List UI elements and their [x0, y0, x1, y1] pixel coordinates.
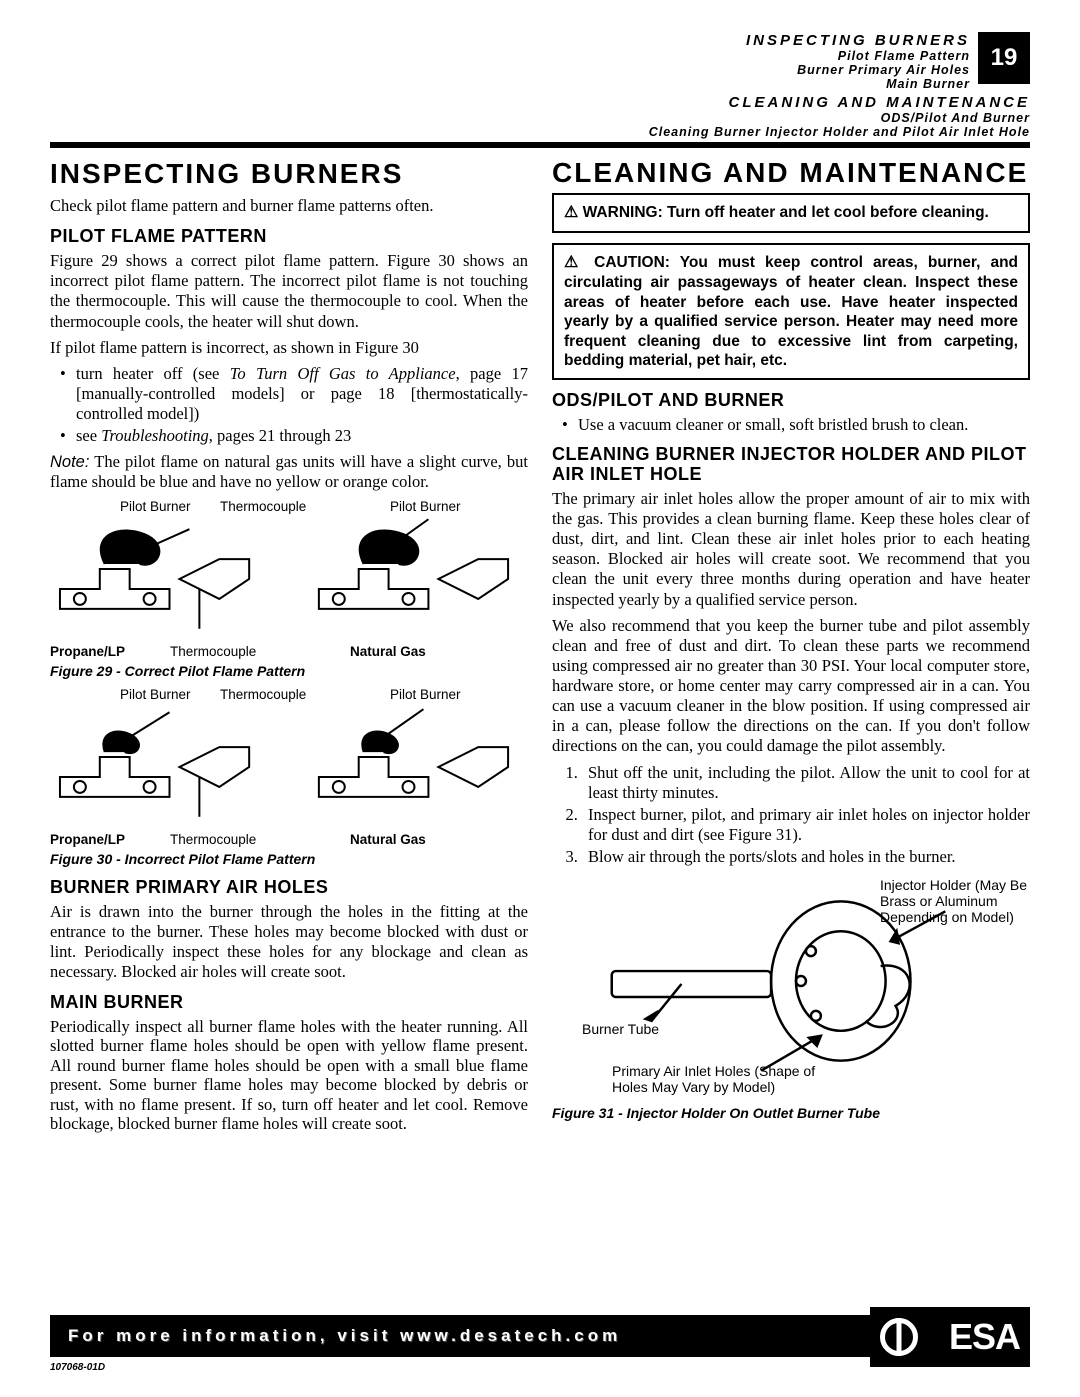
diagram-label: Pilot Burner [390, 687, 461, 702]
section-title-inspecting: INSPECTING BURNERS [50, 158, 528, 190]
subheading-pilot-flame: PILOT FLAME PATTERN [50, 226, 528, 247]
header-section1-title: INSPECTING BURNERS [746, 32, 970, 49]
left-column: INSPECTING BURNERS Check pilot flame pat… [50, 158, 528, 1307]
header-item: Burner Primary Air Holes [746, 63, 970, 77]
logo-text: ESA [949, 1316, 1020, 1358]
bullet-item: see Troubleshooting, pages 21 through 23 [64, 426, 528, 446]
header-item: Cleaning Burner Injector Holder and Pilo… [649, 125, 1030, 139]
paragraph: We also recommend that you keep the burn… [552, 616, 1030, 757]
figure-31-diagram: Injector Holder (May Be Brass or Aluminu… [552, 871, 1030, 1101]
diagram-label: Pilot Burner [390, 499, 461, 514]
logo-icon [880, 1318, 918, 1356]
section-title-cleaning: CLEANING AND MAINTENANCE [552, 158, 1030, 187]
step-item: Blow air through the ports/slots and hol… [582, 847, 1030, 867]
diagram-label: Thermocouple [220, 499, 306, 514]
page-number: 19 [978, 32, 1030, 84]
header-item: Main Burner [746, 77, 970, 91]
figure-29-caption: Figure 29 - Correct Pilot Flame Pattern [50, 663, 528, 679]
diagram-label: Pilot Burner [120, 499, 191, 514]
figure-31-caption: Figure 31 - Injector Holder On Outlet Bu… [552, 1105, 1030, 1121]
bullet-item: turn heater off (see To Turn Off Gas to … [64, 364, 528, 424]
paragraph: Air is drawn into the burner through the… [50, 902, 528, 983]
diagram-label: Injector Holder (May Be Brass or Aluminu… [880, 877, 1030, 925]
diagram-label: Thermocouple [220, 687, 306, 702]
diagram-label: Pilot Burner [120, 687, 191, 702]
caution-box: ⚠ CAUTION: You must keep control areas, … [552, 243, 1030, 380]
header-rule [50, 142, 1030, 148]
right-column: CLEANING AND MAINTENANCE ⚠ WARNING: Turn… [552, 158, 1030, 1307]
diagram-label: Thermocouple [170, 832, 256, 847]
diagram-label: Primary Air Inlet Holes (Shape of Holes … [612, 1063, 832, 1095]
header-section2-title: CLEANING AND MAINTENANCE [649, 94, 1030, 111]
diagram-label: Burner Tube [582, 1021, 659, 1037]
intro-text: Check pilot flame pattern and burner fla… [50, 196, 528, 216]
bullet-item: Use a vacuum cleaner or small, soft bris… [566, 415, 1030, 435]
subheading-main-burner: MAIN BURNER [50, 992, 528, 1013]
diagram-label: Propane/LP [50, 832, 125, 847]
figure-29-diagram: Pilot Burner Thermocouple Pilot Burner P… [50, 499, 528, 659]
figure-30-caption: Figure 30 - Incorrect Pilot Flame Patter… [50, 851, 528, 867]
note-text: Note: The pilot flame on natural gas uni… [50, 452, 528, 492]
header-item: ODS/Pilot And Burner [649, 111, 1030, 125]
warning-icon: ⚠ [564, 204, 578, 221]
header-item: Pilot Flame Pattern [746, 49, 970, 63]
paragraph: The primary air inlet holes allow the pr… [552, 489, 1030, 610]
footer-text: For more information, visit www.desatech… [68, 1326, 621, 1346]
paragraph: Periodically inspect all burner flame ho… [50, 1017, 528, 1134]
subheading-injector: CLEANING BURNER INJECTOR HOLDER AND PILO… [552, 445, 1030, 485]
paragraph: Figure 29 shows a correct pilot flame pa… [50, 251, 528, 332]
figure-30-diagram: Pilot Burner Thermocouple Pilot Burner P… [50, 687, 528, 847]
diagram-label: Propane/LP [50, 644, 125, 659]
step-item: Inspect burner, pilot, and primary air i… [582, 805, 1030, 845]
warning-box: ⚠ WARNING: Turn off heater and let cool … [552, 193, 1030, 233]
caution-text: CAUTION: You must keep control areas, bu… [564, 254, 1018, 369]
diagram-label: Natural Gas [350, 644, 426, 659]
subheading-air-holes: BURNER PRIMARY AIR HOLES [50, 877, 528, 898]
diagram-label: Natural Gas [350, 832, 426, 847]
document-id: 107068-01D [50, 1362, 105, 1373]
desa-logo: ESA [870, 1307, 1030, 1367]
subheading-ods: ODS/PILOT AND BURNER [552, 390, 1030, 411]
warning-icon: ⚠ [564, 254, 584, 271]
paragraph: If pilot flame pattern is incorrect, as … [50, 338, 528, 358]
warning-text: WARNING: Turn off heater and let cool be… [583, 204, 989, 221]
step-item: Shut off the unit, including the pilot. … [582, 763, 1030, 803]
diagram-label: Thermocouple [170, 644, 256, 659]
